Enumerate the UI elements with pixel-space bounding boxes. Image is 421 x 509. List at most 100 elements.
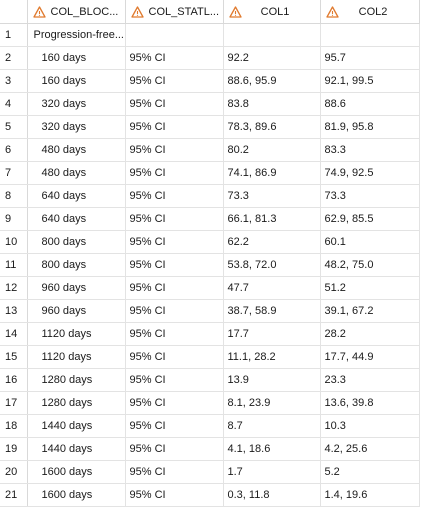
col-block-cell[interactable]: 480 days: [27, 138, 126, 162]
col-statl-cell[interactable]: 95% CI: [125, 437, 224, 461]
col-statl-cell[interactable]: 95% CI: [125, 115, 224, 139]
col1-cell[interactable]: 83.8: [223, 92, 321, 116]
col1-cell[interactable]: 47.7: [223, 276, 321, 300]
col-block-cell[interactable]: 640 days: [27, 184, 126, 208]
col2-cell[interactable]: 74.9, 92.5: [320, 161, 420, 185]
col2-cell[interactable]: 17.7, 44.9: [320, 345, 420, 369]
table-row[interactable]: 15 1120 days 95% CI 11.1, 28.2 17.7, 44.9: [0, 345, 420, 369]
col1-cell[interactable]: 17.7: [223, 322, 321, 346]
col1-cell[interactable]: 88.6, 95.9: [223, 69, 321, 93]
col1-cell[interactable]: 0.3, 11.8: [223, 483, 321, 507]
col2-cell[interactable]: 73.3: [320, 184, 420, 208]
table-row[interactable]: 14 1120 days 95% CI 17.7 28.2: [0, 322, 420, 346]
row-number-cell[interactable]: 5: [0, 115, 28, 139]
col-statl-cell[interactable]: 95% CI: [125, 483, 224, 507]
col1-cell[interactable]: 78.3, 89.6: [223, 115, 321, 139]
col2-cell[interactable]: 39.1, 67.2: [320, 299, 420, 323]
col2-cell[interactable]: 51.2: [320, 276, 420, 300]
row-number-cell[interactable]: 16: [0, 368, 28, 392]
row-number-cell[interactable]: 4: [0, 92, 28, 116]
row-number-cell[interactable]: 18: [0, 414, 28, 438]
col-statl-cell[interactable]: 95% CI: [125, 92, 224, 116]
row-number-cell[interactable]: 3: [0, 69, 28, 93]
col-statl-cell[interactable]: 95% CI: [125, 460, 224, 484]
row-number-cell[interactable]: 2: [0, 46, 28, 70]
col-statl-cell[interactable]: 95% CI: [125, 161, 224, 185]
col1-cell[interactable]: 1.7: [223, 460, 321, 484]
col2-cell[interactable]: 1.4, 19.6: [320, 483, 420, 507]
row-number-cell[interactable]: 21: [0, 483, 28, 507]
col-block-cell[interactable]: 1120 days: [27, 322, 126, 346]
col-block-cell[interactable]: 1440 days: [27, 414, 126, 438]
table-row[interactable]: 20 1600 days 95% CI 1.7 5.2: [0, 460, 420, 484]
col-block-cell[interactable]: 640 days: [27, 207, 126, 231]
column-header-col2[interactable]: COL2: [320, 0, 420, 24]
col-block-cell[interactable]: 1280 days: [27, 368, 126, 392]
col-block-cell[interactable]: 160 days: [27, 69, 126, 93]
row-number-cell[interactable]: 12: [0, 276, 28, 300]
col2-cell[interactable]: 10.3: [320, 414, 420, 438]
table-row[interactable]: 6 480 days 95% CI 80.2 83.3: [0, 138, 420, 162]
col-block-cell[interactable]: 800 days: [27, 230, 126, 254]
col-statl-cell[interactable]: 95% CI: [125, 46, 224, 70]
col2-cell[interactable]: [320, 23, 420, 47]
col2-cell[interactable]: 95.7: [320, 46, 420, 70]
col1-cell[interactable]: 53.8, 72.0: [223, 253, 321, 277]
table-row[interactable]: 21 1600 days 95% CI 0.3, 11.8 1.4, 19.6: [0, 483, 420, 507]
table-row[interactable]: 7 480 days 95% CI 74.1, 86.9 74.9, 92.5: [0, 161, 420, 185]
col-block-cell[interactable]: 800 days: [27, 253, 126, 277]
column-header-col-block[interactable]: COL_BLOC...: [27, 0, 126, 24]
row-number-cell[interactable]: 13: [0, 299, 28, 323]
col2-cell[interactable]: 5.2: [320, 460, 420, 484]
col1-cell[interactable]: 73.3: [223, 184, 321, 208]
table-row[interactable]: 16 1280 days 95% CI 13.9 23.3: [0, 368, 420, 392]
col2-cell[interactable]: 92.1, 99.5: [320, 69, 420, 93]
table-row[interactable]: 8 640 days 95% CI 73.3 73.3: [0, 184, 420, 208]
col2-cell[interactable]: 62.9, 85.5: [320, 207, 420, 231]
col-statl-cell[interactable]: 95% CI: [125, 322, 224, 346]
table-row[interactable]: 17 1280 days 95% CI 8.1, 23.9 13.6, 39.8: [0, 391, 420, 415]
row-number-cell[interactable]: 6: [0, 138, 28, 162]
table-row[interactable]: 2 160 days 95% CI 92.2 95.7: [0, 46, 420, 70]
col-statl-cell[interactable]: 95% CI: [125, 69, 224, 93]
col-block-cell[interactable]: 160 days: [27, 46, 126, 70]
col2-cell[interactable]: 83.3: [320, 138, 420, 162]
table-row[interactable]: 18 1440 days 95% CI 8.7 10.3: [0, 414, 420, 438]
table-row[interactable]: 5 320 days 95% CI 78.3, 89.6 81.9, 95.8: [0, 115, 420, 139]
col-block-cell[interactable]: 1600 days: [27, 483, 126, 507]
col2-cell[interactable]: 23.3: [320, 368, 420, 392]
col-block-cell[interactable]: 320 days: [27, 115, 126, 139]
col2-cell[interactable]: 60.1: [320, 230, 420, 254]
row-number-cell[interactable]: 11: [0, 253, 28, 277]
row-number-cell[interactable]: 17: [0, 391, 28, 415]
col-block-cell[interactable]: 960 days: [27, 299, 126, 323]
table-row[interactable]: 1 Progression-free...: [0, 23, 420, 47]
row-number-cell[interactable]: 9: [0, 207, 28, 231]
col-block-cell[interactable]: 1440 days: [27, 437, 126, 461]
col-statl-cell[interactable]: 95% CI: [125, 138, 224, 162]
table-row[interactable]: 9 640 days 95% CI 66.1, 81.3 62.9, 85.5: [0, 207, 420, 231]
col-statl-cell[interactable]: 95% CI: [125, 230, 224, 254]
col1-cell[interactable]: 13.9: [223, 368, 321, 392]
col1-cell[interactable]: 8.1, 23.9: [223, 391, 321, 415]
col2-cell[interactable]: 88.6: [320, 92, 420, 116]
row-number-cell[interactable]: 15: [0, 345, 28, 369]
row-number-cell[interactable]: 19: [0, 437, 28, 461]
table-row[interactable]: 12 960 days 95% CI 47.7 51.2: [0, 276, 420, 300]
col-block-cell[interactable]: 1280 days: [27, 391, 126, 415]
row-number-cell[interactable]: 8: [0, 184, 28, 208]
row-number-cell[interactable]: 14: [0, 322, 28, 346]
col1-cell[interactable]: 8.7: [223, 414, 321, 438]
col-statl-cell[interactable]: 95% CI: [125, 368, 224, 392]
col1-cell[interactable]: 4.1, 18.6: [223, 437, 321, 461]
col2-cell[interactable]: 4.2, 25.6: [320, 437, 420, 461]
column-header-col1[interactable]: COL1: [223, 0, 321, 24]
col2-cell[interactable]: 81.9, 95.8: [320, 115, 420, 139]
col-block-cell[interactable]: 960 days: [27, 276, 126, 300]
col1-cell[interactable]: 62.2: [223, 230, 321, 254]
row-number-cell[interactable]: 20: [0, 460, 28, 484]
table-row[interactable]: 13 960 days 95% CI 38.7, 58.9 39.1, 67.2: [0, 299, 420, 323]
col2-cell[interactable]: 28.2: [320, 322, 420, 346]
col1-cell[interactable]: 38.7, 58.9: [223, 299, 321, 323]
table-row[interactable]: 10 800 days 95% CI 62.2 60.1: [0, 230, 420, 254]
